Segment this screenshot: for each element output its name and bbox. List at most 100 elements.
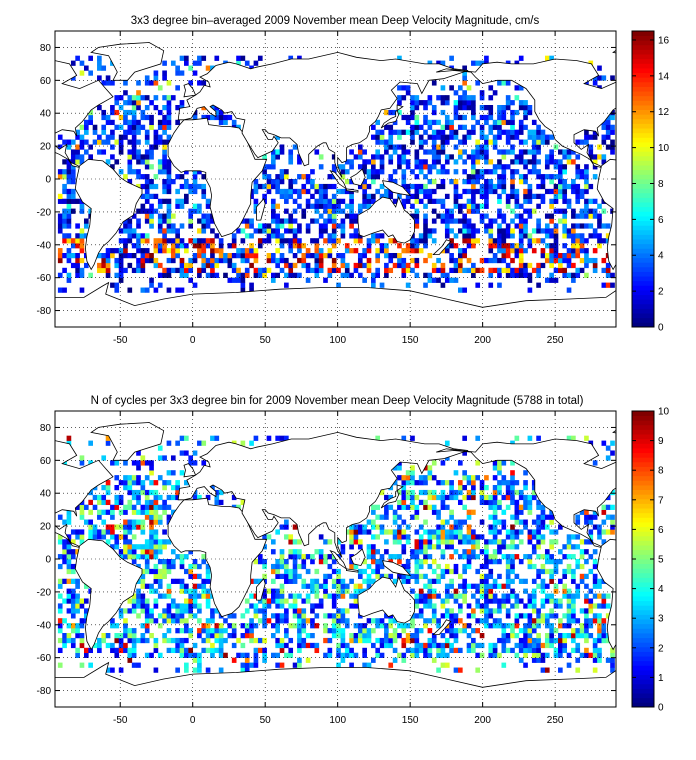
bin-cell — [66, 193, 72, 200]
bin-cell — [457, 534, 463, 540]
bin-cell — [523, 554, 528, 560]
bin-cell — [484, 539, 489, 545]
bin-cell — [262, 593, 267, 599]
bin-cell — [440, 282, 446, 288]
bin-cell — [505, 193, 511, 200]
colorbar-segment — [632, 142, 654, 148]
bin-cell — [136, 267, 141, 274]
bin-cell — [423, 218, 428, 224]
bin-cell — [575, 248, 581, 254]
bin-cell — [310, 169, 315, 175]
bin-cell — [518, 637, 524, 644]
bin-cell — [440, 652, 446, 658]
land-outline — [432, 239, 452, 255]
bin-cell — [166, 213, 172, 219]
bin-cell — [184, 637, 189, 644]
bin-cell — [66, 233, 72, 239]
bin-cell — [123, 642, 128, 649]
bin-cell — [79, 529, 85, 535]
bin-cell — [366, 267, 372, 274]
bin-cell — [210, 228, 215, 234]
bin-cell — [549, 134, 554, 140]
bin-cell — [131, 129, 137, 135]
bin-cell — [127, 554, 133, 560]
bin-cell — [471, 267, 476, 274]
bin-cell — [558, 149, 563, 155]
bin-cell — [270, 623, 276, 629]
bin-cell — [140, 504, 146, 510]
bin-cell — [144, 514, 150, 520]
bin-cell — [131, 233, 137, 239]
bin-cell — [523, 662, 528, 668]
bin-cell — [127, 628, 133, 634]
bin-cell — [279, 253, 285, 259]
bin-cell — [427, 494, 433, 501]
bin-cell — [136, 174, 141, 180]
bin-cell — [162, 573, 167, 580]
bin-cell — [110, 248, 115, 254]
bin-cell — [210, 65, 215, 71]
colorbar-tick-label: 3 — [658, 614, 664, 625]
bin-cell — [353, 539, 359, 545]
bin-cell — [314, 183, 320, 190]
bin-cell — [70, 588, 76, 594]
bin-cell — [392, 539, 398, 545]
bin-cell — [431, 154, 437, 160]
land-outline — [346, 568, 359, 573]
bin-cell — [453, 193, 459, 200]
bin-cell — [444, 114, 450, 121]
bin-cell — [540, 174, 546, 180]
bin-cell — [410, 183, 415, 190]
bin-cell — [327, 573, 333, 580]
bin-cell — [436, 539, 441, 545]
bin-cell — [62, 287, 67, 293]
bin-cell — [192, 603, 198, 609]
bin-cell — [231, 238, 237, 244]
bin-cell — [205, 272, 211, 278]
bin-cell — [505, 80, 511, 86]
bin-cell — [475, 169, 481, 175]
bin-cell — [414, 593, 420, 599]
bin-cell — [205, 238, 211, 244]
bin-cell — [536, 568, 541, 575]
bin-cell — [362, 637, 367, 644]
bin-cell — [240, 667, 246, 673]
bin-cell — [418, 593, 424, 599]
bin-cell — [105, 667, 111, 673]
bin-cell — [123, 549, 128, 555]
bin-cell — [544, 228, 550, 234]
bin-cell — [514, 159, 520, 165]
bin-cell — [253, 578, 259, 584]
bin-cell — [57, 647, 63, 654]
bin-cell — [157, 243, 163, 249]
bin-cell — [336, 208, 341, 214]
bin-cell — [449, 618, 454, 624]
bin-cell — [97, 529, 102, 535]
bin-cell — [79, 159, 85, 165]
bin-cell — [153, 603, 159, 609]
bin-cell — [201, 243, 207, 249]
bin-cell — [562, 149, 568, 155]
bin-cell — [292, 272, 298, 278]
bin-cell — [362, 578, 367, 584]
bin-cell — [536, 267, 541, 274]
bin-cell — [153, 129, 159, 135]
bin-cell — [157, 559, 163, 565]
bin-cell — [323, 238, 328, 244]
bin-cell — [423, 618, 428, 624]
bin-cell — [127, 489, 133, 496]
bin-cell — [440, 489, 446, 496]
bin-cell — [92, 129, 98, 135]
bin-cell — [466, 633, 472, 639]
bin-cell — [401, 198, 407, 204]
bin-cell — [184, 652, 189, 658]
bin-cell — [601, 593, 607, 599]
bin-cell — [497, 164, 502, 170]
bin-cell — [188, 603, 194, 609]
bin-cell — [527, 509, 533, 515]
bin-cell — [357, 529, 363, 535]
bin-cell — [505, 485, 511, 491]
bin-cell — [375, 549, 381, 555]
bin-cell — [79, 233, 85, 239]
bin-cell — [62, 642, 67, 649]
